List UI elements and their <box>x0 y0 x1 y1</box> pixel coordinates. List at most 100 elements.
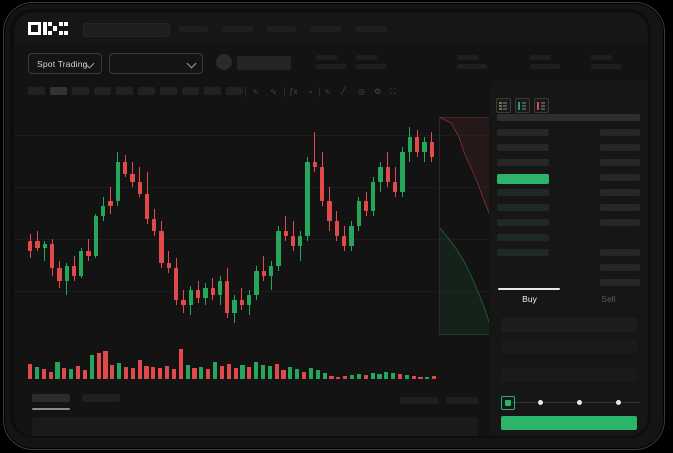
timeframe-10[interactable] <box>226 87 243 95</box>
ruler-icon[interactable]: ╱ <box>341 86 346 95</box>
bottom-tab-1[interactable] <box>32 394 70 402</box>
bottom-action-2[interactable] <box>446 397 478 404</box>
volume-bar <box>226 364 231 379</box>
volume-bar <box>404 374 409 379</box>
volume-bar <box>185 365 190 379</box>
order-book-row[interactable] <box>497 234 549 241</box>
stat-label-1 <box>316 55 337 60</box>
indicator-icon[interactable]: ƒx <box>289 87 298 96</box>
order-book-row[interactable] <box>600 204 640 211</box>
nav-item-1[interactable] <box>179 26 208 32</box>
order-book-row[interactable] <box>497 114 574 121</box>
candle-body <box>86 250 91 256</box>
order-book-row[interactable] <box>600 144 640 151</box>
nav-item-5[interactable] <box>356 26 387 32</box>
volume-bar <box>55 361 60 379</box>
timeframe-3[interactable] <box>72 87 89 95</box>
order-book-row[interactable] <box>600 249 640 256</box>
candle-body <box>327 201 332 222</box>
trade-panel: Buy Sell <box>490 288 648 436</box>
candle-body <box>378 166 383 182</box>
order-book-row[interactable] <box>497 189 549 196</box>
candle-body <box>356 201 361 227</box>
order-book-row[interactable] <box>497 159 549 166</box>
timeframe-5[interactable] <box>116 87 133 95</box>
timeframe-6[interactable] <box>138 87 155 95</box>
order-book-panel <box>490 81 648 288</box>
okx-trading-app: Spot Trading <box>14 12 648 436</box>
volume-bar <box>336 376 341 379</box>
order-book-row[interactable] <box>600 159 640 166</box>
nav-item-4[interactable] <box>310 26 341 32</box>
volume-bar <box>247 367 252 379</box>
timeframe-1[interactable] <box>28 87 45 95</box>
line-chart-icon[interactable]: ∿ <box>252 87 259 96</box>
fullscreen-icon[interactable]: ⛶ <box>390 87 396 96</box>
bottom-panel <box>14 386 489 436</box>
stat-label-2 <box>356 55 377 60</box>
bottom-tab-2[interactable] <box>82 394 120 402</box>
pair-selector[interactable] <box>109 53 203 74</box>
step-marker-active[interactable] <box>501 396 515 410</box>
market-subheader: Spot Trading <box>14 45 648 81</box>
submit-buy-button[interactable] <box>501 416 637 430</box>
tab-sell[interactable]: Sell <box>601 294 616 304</box>
okx-logo[interactable] <box>28 22 68 35</box>
bottom-action-1[interactable] <box>400 397 438 404</box>
candle-body <box>203 287 208 298</box>
order-book-row[interactable] <box>497 249 549 256</box>
timeframe-9[interactable] <box>204 87 221 95</box>
order-book-row[interactable] <box>497 144 549 151</box>
chevron-down-icon[interactable]: ⌄ <box>307 86 314 95</box>
order-book-row[interactable] <box>600 279 640 286</box>
step-dot-4[interactable] <box>616 399 621 405</box>
timeframe-8[interactable] <box>182 87 199 95</box>
candlestick-chart[interactable] <box>14 103 489 386</box>
candle-wick <box>270 260 272 291</box>
nav-item-2[interactable] <box>222 26 253 32</box>
order-book-row-highlighted[interactable] <box>497 174 549 184</box>
order-field-1[interactable] <box>501 318 637 332</box>
area-chart-icon[interactable]: ∿ <box>270 87 277 96</box>
order-book-row[interactable] <box>600 264 640 271</box>
tab-buy[interactable]: Buy <box>522 294 537 304</box>
candle-wick <box>394 166 396 197</box>
volume-bar <box>254 361 259 379</box>
order-book-row[interactable] <box>562 114 640 121</box>
timeframe-2[interactable] <box>50 87 67 95</box>
candle-wick <box>292 221 294 251</box>
timeframe-7[interactable] <box>160 87 177 95</box>
stat-value-4 <box>530 64 560 69</box>
volume-bar <box>171 369 177 379</box>
order-book-row[interactable] <box>600 174 640 181</box>
order-book-row[interactable] <box>497 219 549 226</box>
settings-gear-icon[interactable]: ⚙ <box>374 87 382 96</box>
header-search-input[interactable] <box>83 23 170 37</box>
candle-body <box>429 142 434 157</box>
order-field-3[interactable] <box>501 368 637 382</box>
candle-body <box>71 265 77 276</box>
step-dot-3[interactable] <box>577 399 582 405</box>
order-book-row[interactable] <box>497 129 549 136</box>
stat-value-3 <box>457 64 487 69</box>
step-dot-2[interactable] <box>538 399 543 405</box>
orderbook-mixed-icon[interactable] <box>496 98 511 113</box>
stat-value-5 <box>591 64 621 69</box>
volume-bar <box>82 370 87 379</box>
orderbook-sell-icon[interactable] <box>534 98 549 113</box>
candle-body <box>79 250 84 276</box>
orderbook-buy-icon[interactable] <box>515 98 530 113</box>
order-book-row[interactable] <box>600 189 640 196</box>
candle-wick <box>241 287 243 311</box>
order-field-2[interactable] <box>501 340 637 354</box>
candle-body <box>195 290 201 298</box>
camera-icon[interactable]: ◎ <box>358 87 365 96</box>
volume-bar <box>103 351 108 379</box>
timeframe-4[interactable] <box>94 87 111 95</box>
nav-item-3[interactable] <box>267 26 296 32</box>
trading-mode-selector[interactable]: Spot Trading <box>28 53 102 74</box>
order-book-row[interactable] <box>600 129 640 136</box>
order-book-row[interactable] <box>600 219 640 226</box>
wave-icon[interactable]: ∿ <box>324 87 331 96</box>
order-book-row[interactable] <box>497 204 549 211</box>
